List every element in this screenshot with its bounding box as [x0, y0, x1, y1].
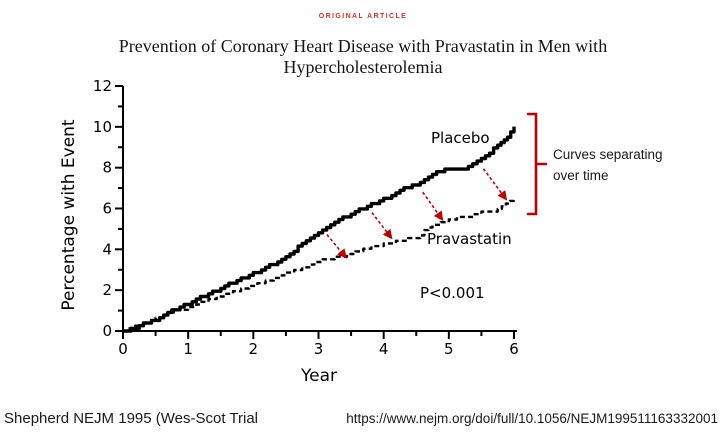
x-axis-label: Year [301, 366, 337, 386]
x-tick-label: 0 [118, 340, 128, 358]
placebo-curve-label: Placebo [431, 129, 490, 147]
y-tick-label: 4 [102, 240, 112, 258]
gap-arrow [482, 168, 508, 201]
curves-separating-annotation: Curves separating over time [553, 147, 663, 183]
y-tick-label: 12 [93, 77, 112, 95]
x-tick-label: 3 [314, 340, 324, 358]
gap-arrow [326, 234, 347, 259]
p-value-label: P<0.001 [420, 284, 485, 302]
pravastatin-curve [123, 198, 516, 333]
citation-text: Shepherd NEJM 1995 (Wes-Scot Trial [4, 410, 258, 427]
y-tick-label: 6 [102, 200, 112, 218]
annotation-bracket [526, 112, 548, 216]
paper-title-line1: Prevention of Coronary Heart Disease wit… [118, 36, 608, 56]
y-tick-label: 10 [93, 118, 112, 136]
gap-arrow [371, 212, 393, 240]
x-tick-label: 1 [183, 340, 193, 358]
source-url: https://www.nejm.org/doi/full/10.1056/NE… [346, 411, 718, 426]
y-axis-label: Percentage with Event [59, 119, 79, 311]
y-tick-label: 0 [102, 322, 112, 340]
x-tick-label: 2 [249, 340, 259, 358]
gap-arrow [422, 191, 444, 222]
paper-title: Prevention of Coronary Heart Disease wit… [0, 36, 726, 78]
placebo-curve [123, 126, 516, 333]
pravastatin-curve-label: Pravastatin [427, 230, 512, 248]
x-tick-label: 6 [509, 340, 519, 358]
paper-title-line2: Hypercholesterolemia [283, 57, 443, 77]
y-tick-label: 8 [102, 159, 112, 177]
y-tick-label: 2 [102, 281, 112, 299]
x-tick-label: 5 [444, 340, 454, 358]
journal-kicker: ORIGINAL ARTICLE [318, 13, 408, 20]
x-tick-label: 4 [379, 340, 389, 358]
